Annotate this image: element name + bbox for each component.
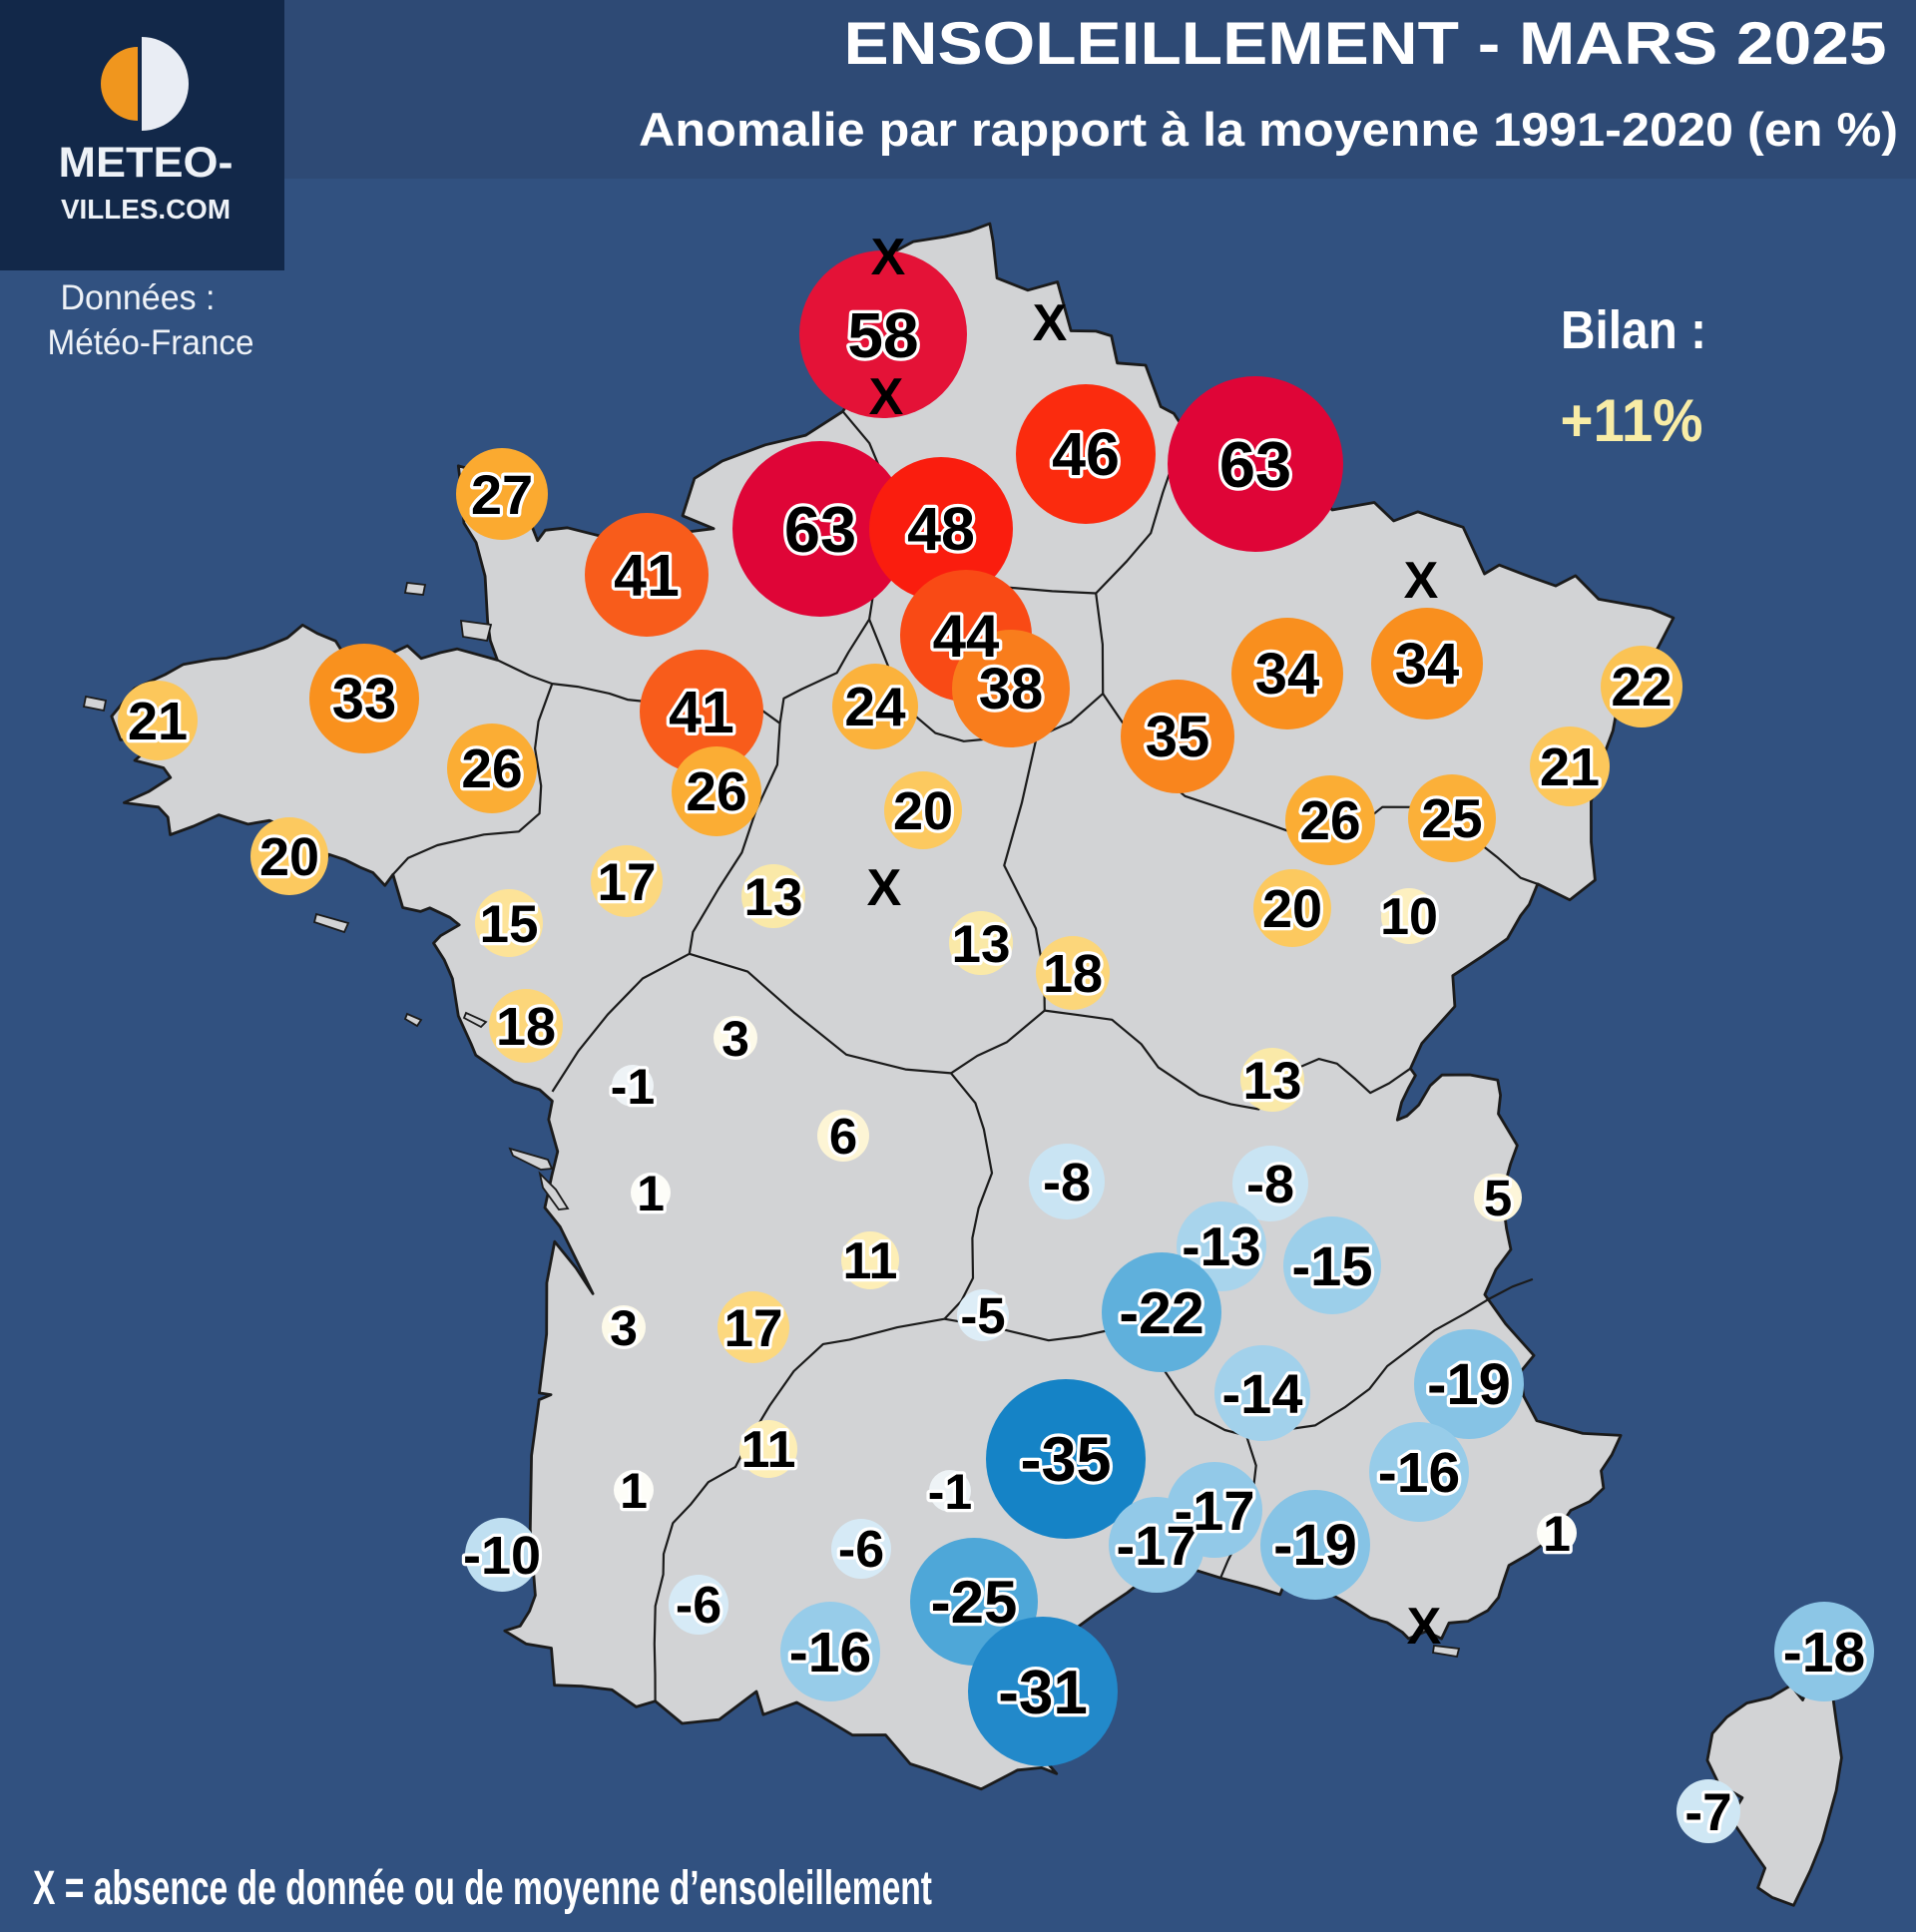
svg-text:48: 48 [907,495,975,563]
svg-text:Bilan :: Bilan : [1561,300,1706,360]
svg-text:17: 17 [724,1299,783,1358]
svg-text:-35: -35 [1020,1425,1111,1495]
svg-text:13: 13 [744,868,803,927]
svg-text:-14: -14 [1222,1362,1303,1425]
svg-text:Anomalie par rapport à la moye: Anomalie par rapport à la moyenne 1991-2… [639,103,1898,156]
svg-text:58: 58 [847,299,918,371]
svg-text:X: X [1407,1598,1442,1656]
svg-text:20: 20 [259,827,319,887]
svg-text:41: 41 [669,680,734,745]
svg-text:X: X [871,229,906,286]
svg-text:27: 27 [471,463,533,526]
svg-text:1: 1 [637,1166,665,1221]
svg-text:63: 63 [1219,428,1291,501]
svg-text:X: X [1404,552,1439,610]
svg-text:-31: -31 [998,1659,1088,1727]
svg-text:1: 1 [620,1463,648,1519]
svg-text:21: 21 [128,692,188,751]
svg-text:+11%: +11% [1561,387,1703,454]
svg-text:ENSOLEILLEMENT - MARS 2025: ENSOLEILLEMENT - MARS 2025 [844,10,1887,77]
svg-text:35: 35 [1146,705,1210,769]
svg-text:Données :: Données : [61,278,216,317]
svg-text:15: 15 [480,895,539,954]
svg-text:26: 26 [1299,789,1360,851]
svg-text:22: 22 [1611,656,1672,718]
svg-text:-7: -7 [1684,1783,1731,1842]
svg-text:Météo-France: Météo-France [48,323,254,362]
svg-text:-13: -13 [1182,1215,1261,1277]
svg-text:26: 26 [461,737,522,799]
svg-text:-17: -17 [1117,1514,1198,1577]
svg-text:-6: -6 [838,1521,884,1579]
svg-text:-10: -10 [463,1526,541,1586]
svg-text:41: 41 [614,543,680,609]
svg-text:-19: -19 [1427,1352,1511,1417]
svg-text:METEO-: METEO- [59,139,234,187]
svg-text:38: 38 [979,657,1044,722]
svg-text:11: 11 [843,1232,898,1290]
svg-text:-6: -6 [676,1577,721,1635]
svg-text:-5: -5 [960,1287,1005,1344]
svg-text:X: X [867,859,902,917]
svg-text:-1: -1 [928,1464,972,1520]
svg-text:VILLES.COM: VILLES.COM [61,194,231,225]
svg-text:X: X [869,368,904,426]
svg-text:44: 44 [933,603,1000,670]
svg-text:25: 25 [1421,787,1482,849]
svg-text:X = absence de donnée ou de mo: X = absence de donnée ou de moyenne d’en… [33,1862,932,1915]
svg-text:X: X [1033,294,1068,352]
svg-text:-8: -8 [1043,1153,1091,1212]
svg-text:34: 34 [1395,632,1460,697]
svg-text:26: 26 [686,760,746,822]
svg-text:-22: -22 [1119,1280,1203,1346]
svg-text:-16: -16 [1378,1441,1460,1505]
svg-text:11: 11 [741,1421,796,1479]
svg-text:-8: -8 [1246,1155,1294,1214]
svg-text:20: 20 [893,781,953,841]
svg-text:-17: -17 [1175,1479,1255,1542]
svg-text:-18: -18 [1783,1621,1865,1685]
svg-text:10: 10 [1380,888,1438,946]
svg-text:34: 34 [1255,642,1320,707]
svg-text:-25: -25 [931,1569,1018,1636]
svg-text:-15: -15 [1292,1234,1373,1297]
svg-text:6: 6 [829,1108,857,1165]
svg-text:18: 18 [1043,944,1103,1004]
svg-text:3: 3 [721,1011,749,1067]
svg-text:63: 63 [784,493,856,566]
svg-text:-1: -1 [611,1059,655,1115]
svg-text:3: 3 [610,1300,638,1356]
svg-text:46: 46 [1052,420,1120,488]
svg-text:-16: -16 [789,1621,871,1685]
svg-text:1: 1 [1543,1506,1571,1562]
svg-text:20: 20 [1262,879,1322,939]
svg-text:13: 13 [952,915,1011,974]
svg-text:18: 18 [496,997,556,1057]
svg-text:24: 24 [844,676,906,737]
svg-text:13: 13 [1243,1052,1302,1111]
svg-text:5: 5 [1484,1170,1512,1226]
svg-text:-19: -19 [1273,1513,1357,1578]
svg-text:33: 33 [332,667,397,731]
svg-text:17: 17 [598,853,657,912]
svg-text:21: 21 [1540,737,1600,797]
